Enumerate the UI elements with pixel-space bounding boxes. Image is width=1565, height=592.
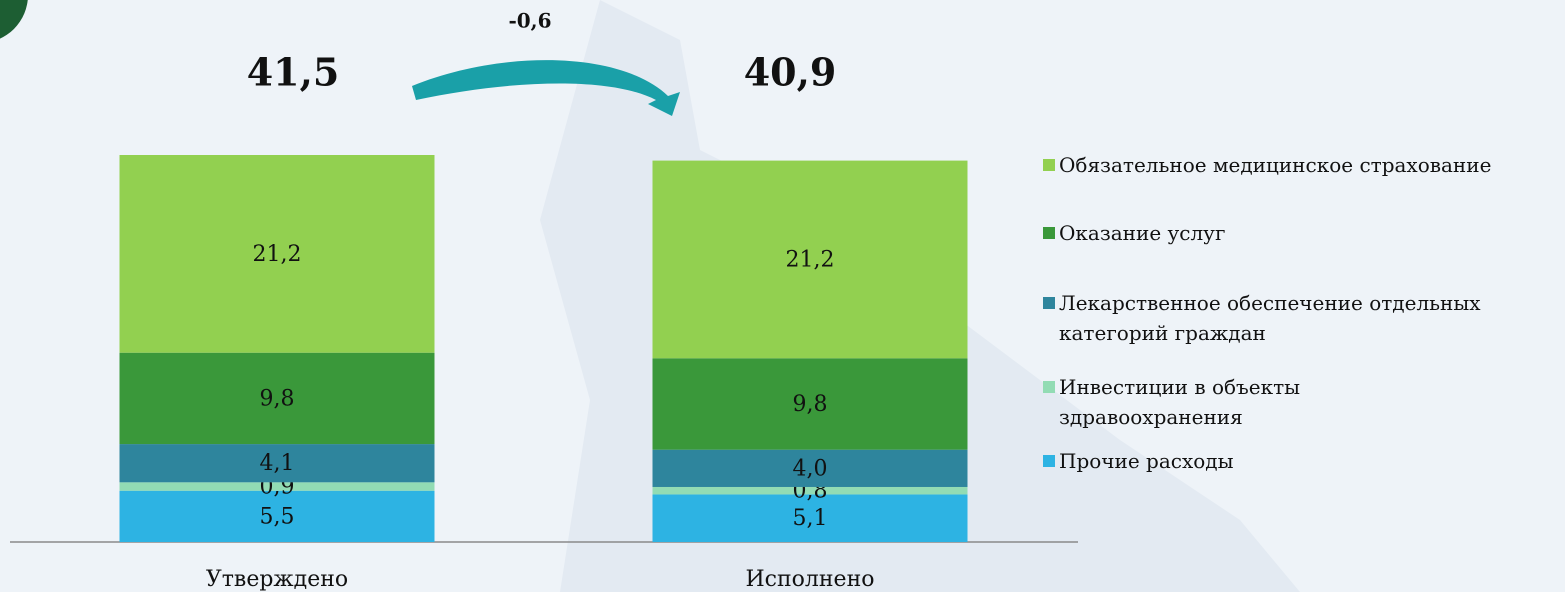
legend-swatch [1043,297,1055,309]
value-label: 9,8 [793,392,828,417]
total-label: 40,9 [744,50,837,95]
legend-item: Прочие расходы [1043,446,1563,476]
change-label: -0,6 [508,9,551,33]
legend-label: Оказание услуг [1059,221,1226,245]
value-label: 9,8 [260,386,295,411]
value-label: 4,1 [260,451,295,476]
legend-item: Лекарственное обеспечение отдельных кате… [1043,288,1548,348]
legend-swatch [1043,227,1055,239]
x-tick-label: Исполнено [746,567,875,592]
bar-segment [119,444,435,483]
total-label: 41,5 [247,50,340,95]
legend-swatch [1043,455,1055,467]
value-label: 4,0 [793,456,828,481]
bar-segment [119,352,435,445]
bar-segment [652,494,968,542]
legend-label: Инвестиции в объекты здравоохранения [1059,375,1301,429]
legend-swatch [1043,159,1055,171]
bar-segment [652,358,968,450]
legend-label: Обязательное медицинское страхование [1059,153,1492,177]
bar-segment [652,449,968,487]
bar-segment [119,482,435,491]
bar-segment [119,490,435,542]
corner-logo [0,0,28,39]
change-arrow [412,60,680,116]
legend-label: Прочие расходы [1059,449,1234,473]
legend-item: Оказание услуг [1043,218,1563,248]
value-label: 5,1 [793,506,828,531]
legend-swatch [1043,381,1055,393]
value-label: 21,2 [786,247,835,272]
legend-item: Инвестиции в объекты здравоохранения [1043,372,1363,432]
value-label: 5,5 [260,504,295,529]
bar-segment [652,160,968,359]
legend-item: Обязательное медицинское страхование [1043,150,1563,180]
value-label: 21,2 [253,242,302,267]
legend-label: Лекарственное обеспечение отдельных кате… [1059,291,1481,345]
bar-segment [119,155,435,353]
x-tick-label: Утверждено [206,567,348,592]
bar-segment [652,486,968,495]
